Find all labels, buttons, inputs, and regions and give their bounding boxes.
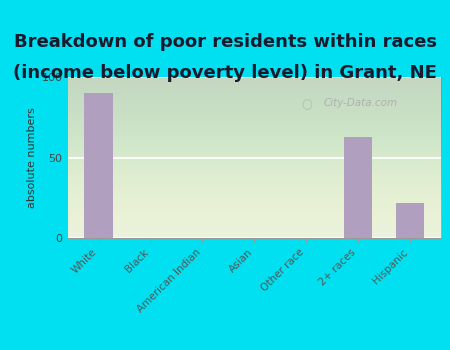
- Bar: [84, 93, 113, 238]
- Text: ○: ○: [302, 98, 312, 111]
- Text: Breakdown of poor residents within races: Breakdown of poor residents within races: [14, 33, 436, 51]
- Bar: [344, 136, 372, 238]
- Text: (income below poverty level) in Grant, NE: (income below poverty level) in Grant, N…: [13, 64, 437, 83]
- Y-axis label: absolute numbers: absolute numbers: [27, 107, 37, 208]
- Bar: [396, 203, 424, 238]
- Text: City-Data.com: City-Data.com: [324, 98, 398, 108]
